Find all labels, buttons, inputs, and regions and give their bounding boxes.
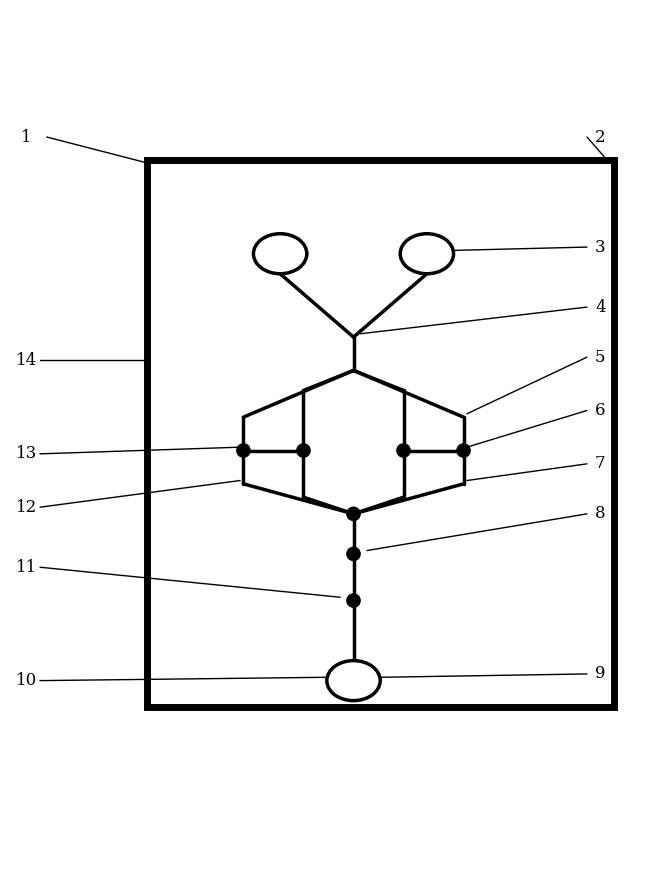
Text: 8: 8 bbox=[595, 506, 606, 522]
Bar bbox=[147, 160, 614, 707]
Text: 14: 14 bbox=[16, 352, 37, 369]
Text: 12: 12 bbox=[16, 499, 37, 515]
Text: 1: 1 bbox=[21, 129, 32, 145]
Circle shape bbox=[346, 546, 361, 561]
Circle shape bbox=[396, 443, 411, 458]
Text: 4: 4 bbox=[595, 299, 606, 315]
Text: 5: 5 bbox=[595, 349, 606, 366]
Text: 7: 7 bbox=[595, 455, 606, 472]
Text: 2: 2 bbox=[595, 129, 606, 145]
Ellipse shape bbox=[327, 661, 380, 700]
Text: 13: 13 bbox=[16, 445, 37, 463]
Text: 9: 9 bbox=[595, 665, 606, 683]
Circle shape bbox=[346, 593, 361, 608]
Circle shape bbox=[456, 443, 471, 458]
Circle shape bbox=[346, 507, 361, 522]
Ellipse shape bbox=[253, 233, 307, 274]
Circle shape bbox=[296, 443, 311, 458]
Text: 10: 10 bbox=[16, 672, 37, 689]
Circle shape bbox=[236, 443, 251, 458]
Text: 3: 3 bbox=[595, 239, 606, 255]
Text: 11: 11 bbox=[16, 559, 37, 575]
Text: 6: 6 bbox=[595, 402, 606, 419]
Ellipse shape bbox=[400, 233, 454, 274]
